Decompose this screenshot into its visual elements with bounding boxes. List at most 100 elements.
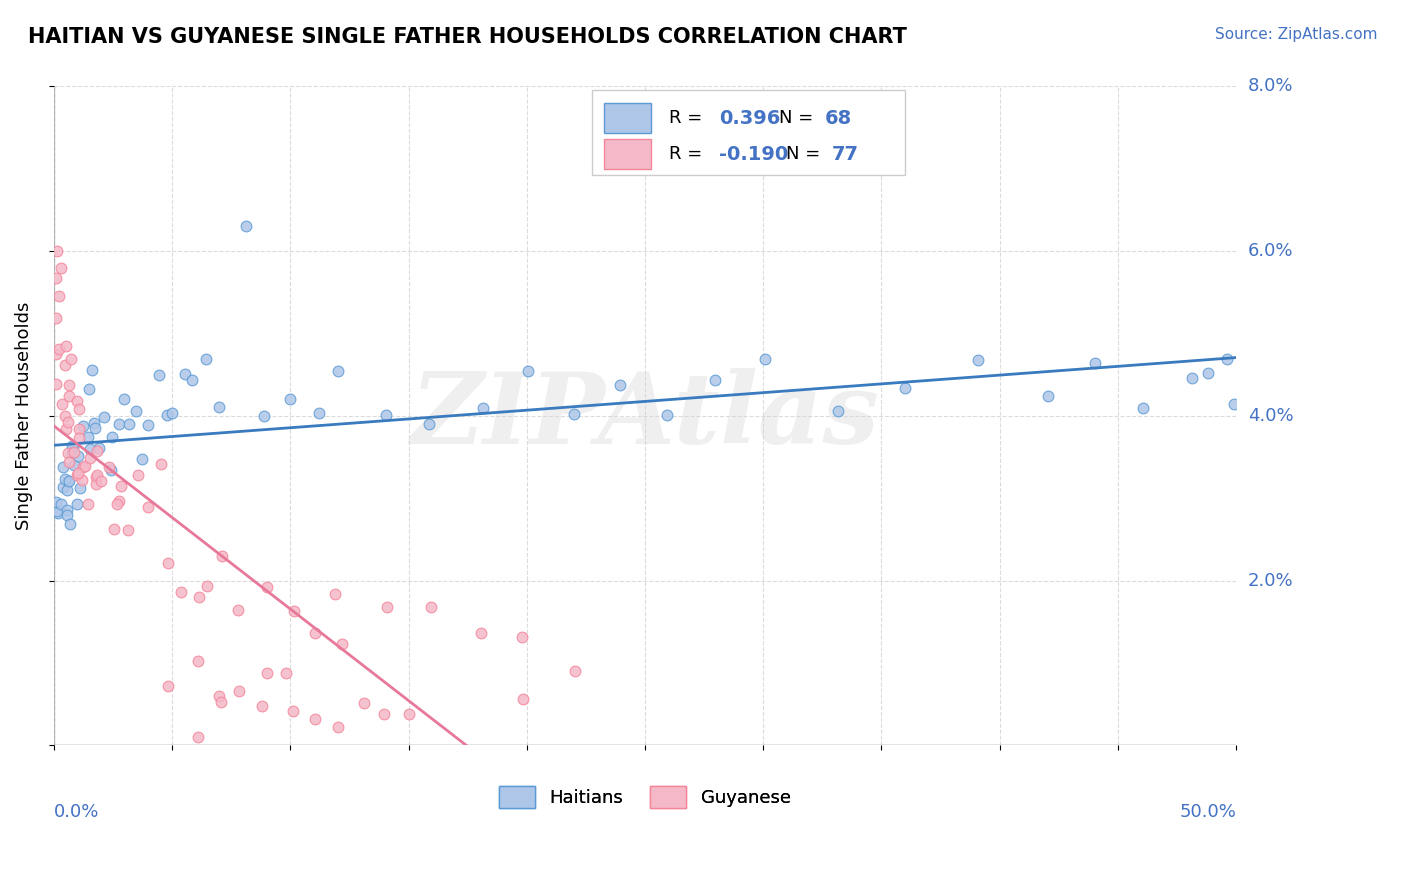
Point [112, 392, 135, 406]
Point [148, 368, 170, 382]
Point [83, 416, 105, 430]
Point [194, 352, 217, 367]
Point [655, 408, 678, 422]
Point [84, 421, 107, 435]
Point [55, 422, 77, 436]
Point [48, 343, 70, 357]
Point [45, 271, 67, 285]
Point [63, 458, 86, 472]
Point [374, 408, 396, 422]
Point [67, 467, 90, 481]
Point [894, 381, 917, 395]
Point [67, 401, 90, 416]
Point [326, 364, 349, 378]
Point [373, 707, 395, 722]
Point [117, 523, 139, 537]
Point [45, 376, 67, 391]
Point [86, 476, 108, 491]
FancyBboxPatch shape [603, 139, 651, 169]
Point [51, 497, 73, 511]
Text: 50.0%: 50.0% [1180, 803, 1236, 821]
Point [45, 495, 67, 509]
Point [55, 508, 77, 523]
Point [966, 352, 988, 367]
Point [326, 720, 349, 734]
Point [209, 695, 232, 709]
Point [56, 503, 79, 517]
Point [75, 459, 97, 474]
Point [208, 689, 231, 703]
Text: -0.190: -0.190 [720, 145, 789, 164]
Point [66, 497, 89, 511]
Point [108, 494, 131, 508]
Point [353, 697, 375, 711]
Text: ZIPAtlas: ZIPAtlas [411, 368, 879, 464]
Point [398, 707, 420, 722]
Point [63, 445, 86, 459]
Text: R =: R = [669, 145, 707, 163]
Point [125, 403, 148, 417]
Point [101, 430, 124, 444]
Point [181, 373, 204, 387]
FancyBboxPatch shape [592, 90, 905, 176]
Point [149, 457, 172, 471]
Point [187, 590, 209, 604]
Point [69, 481, 91, 495]
Point [170, 585, 193, 599]
Point [512, 691, 534, 706]
Point [156, 679, 179, 693]
Point [90, 475, 112, 489]
Point [58, 455, 80, 469]
Point [235, 219, 257, 234]
Point [98, 460, 121, 475]
Text: N =: N = [786, 145, 825, 163]
Point [510, 630, 533, 644]
Point [1215, 352, 1237, 367]
Point [72, 473, 94, 487]
Point [323, 587, 346, 601]
Point [84, 470, 107, 484]
Point [330, 637, 353, 651]
Text: 77: 77 [832, 145, 859, 164]
Point [253, 409, 276, 424]
Point [53, 409, 76, 423]
Point [1198, 366, 1220, 380]
Point [131, 451, 153, 466]
Point [187, 654, 209, 668]
Point [62, 441, 84, 455]
Point [754, 352, 776, 367]
Point [93, 409, 115, 424]
Point [118, 417, 141, 432]
Point [58, 377, 80, 392]
Point [827, 404, 849, 418]
Point [127, 468, 149, 483]
Point [46, 507, 69, 521]
Point [157, 556, 180, 570]
Point [564, 407, 586, 421]
Text: R =: R = [669, 109, 707, 127]
Point [76, 498, 98, 512]
Text: 68: 68 [825, 109, 852, 128]
Point [79, 450, 101, 465]
Point [276, 665, 298, 680]
Text: 2.0%: 2.0% [1249, 572, 1294, 590]
Point [53, 359, 76, 373]
Point [55, 472, 77, 486]
Point [52, 460, 75, 475]
Point [278, 392, 301, 407]
Text: 0.0%: 0.0% [53, 803, 100, 821]
Y-axis label: Single Father Households: Single Father Households [15, 301, 32, 530]
Point [67, 422, 90, 436]
Point [308, 406, 330, 420]
Point [471, 401, 494, 416]
Point [58, 415, 80, 429]
Point [45, 311, 67, 326]
Point [51, 480, 73, 494]
Legend: Haitians, Guyanese: Haitians, Guyanese [492, 779, 799, 815]
Text: 0.396: 0.396 [720, 109, 780, 128]
Point [82, 363, 104, 377]
Point [174, 367, 197, 381]
Point [211, 549, 233, 564]
Point [1222, 397, 1244, 411]
Point [77, 430, 100, 444]
